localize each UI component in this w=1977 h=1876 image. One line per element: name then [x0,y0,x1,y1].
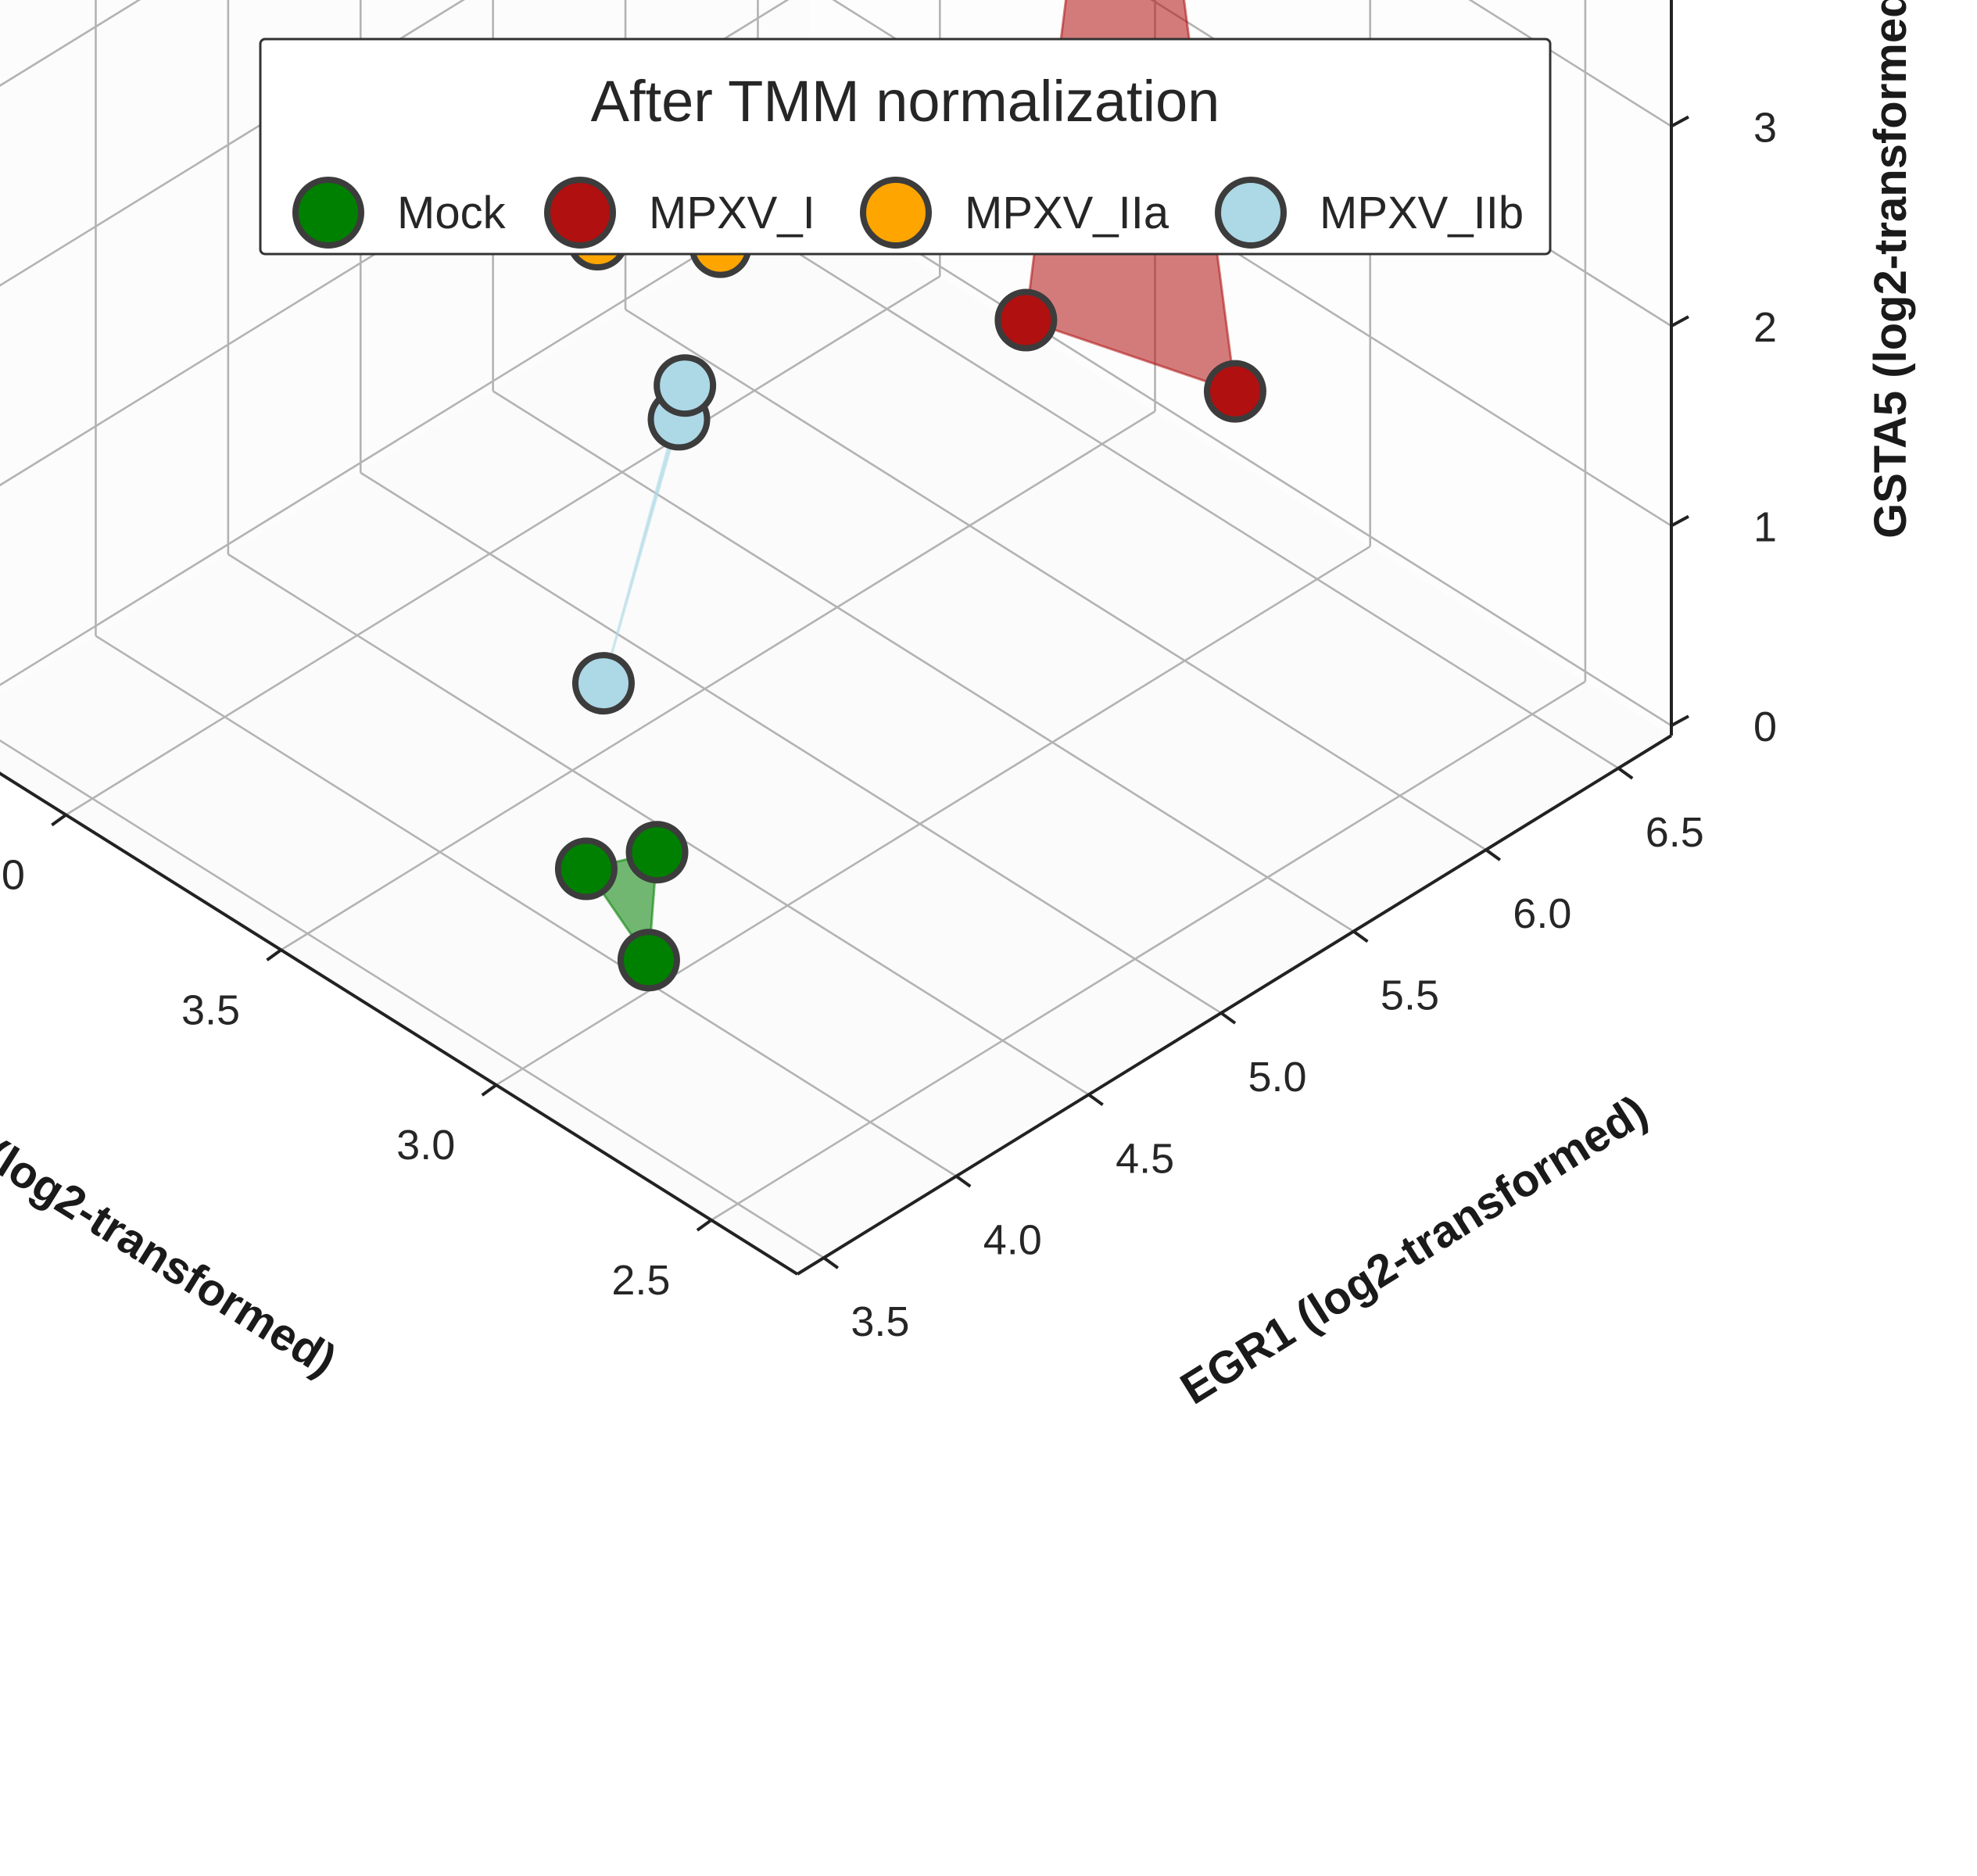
z-tick-label: 3 [1753,105,1777,152]
y-axis-title: EGR1 (log2-transformed) [1172,1086,1656,1415]
Mock-point [625,821,689,884]
y-grid-floor-line [360,471,1222,1015]
y-axis-line [796,734,1673,1276]
legend-title: After TMM normalization [591,69,1220,134]
z-tick [1671,514,1689,528]
MPXV_IIb-point [571,652,635,715]
y-grid-floor-line [95,635,957,1177]
MPXV_IIb-point [654,354,717,417]
y-tick-label: 5.0 [1248,1054,1307,1101]
Mock-point [617,929,680,992]
z-grid-left-wall-line [0,184,811,686]
z-tick [1671,714,1689,727]
x-tick-label: 3.5 [181,986,240,1033]
x-axis-line [0,772,799,1276]
x-tick-label: 2.5 [611,1257,670,1304]
x-grid-floor-line [280,410,1156,951]
y-grid-floor-line [0,739,825,1259]
Mock-legend-label: Mock [397,188,507,238]
z-grid-right-wall-line [810,184,1672,727]
MPXV_IIa-legend-marker [860,177,932,249]
MPXV_IIb-legend-marker [1215,177,1287,249]
y-tick [1617,767,1634,780]
y-tick-label: 6.0 [1513,890,1571,937]
legend: After TMM normalization Mock MPXV_I MPXV_II… [259,38,1552,256]
y-tick-label: 3.5 [851,1298,909,1345]
y-tick-label: 4.0 [983,1217,1042,1264]
y-grid-floor-line [625,308,1487,851]
MPXV_I-legend-label: MPXV_I [649,188,815,238]
x-tick-label: 4.0 [0,851,25,898]
x-tick [481,1083,497,1097]
z-grid-right-wall-line [1468,0,1672,127]
y-tick-label: 4.5 [1116,1135,1174,1182]
MPXV_IIa-legend-label: MPXV_IIa [965,188,1169,238]
Mock-legend-marker [292,177,364,249]
MPXV_I-point [1203,360,1266,423]
y-grid-floor-line [492,390,1355,933]
MPXV_I-legend-marker [544,177,616,249]
y-grid-floor-line [757,227,1619,769]
floor-pane [0,195,1671,1274]
MPXV_I-point [994,288,1058,352]
y-tick [1485,848,1502,861]
x-tick-label: 3.0 [396,1122,455,1169]
x-axis-title: TFF1 (log2-transformed) [0,1065,345,1386]
Mock-point [554,837,618,900]
MPXV_IIb-legend-label: MPXV_IIb [1320,188,1524,238]
z-tick-label: 0 [1753,704,1777,750]
y-tick [955,1175,972,1188]
z-tick [1671,115,1689,128]
y-tick [1087,1093,1104,1106]
x-tick [51,813,67,827]
y-tick [1352,929,1369,943]
z-axis-title: GSTA5 (log2-transformed) [1865,0,1916,539]
z-tick-label: 1 [1753,504,1777,551]
y-tick [1220,1011,1237,1025]
z-grid-left-wall-line [0,0,141,88]
y-tick-label: 6.5 [1646,809,1704,856]
z-tick [1671,315,1689,328]
x-grid-floor-line [711,680,1586,1221]
x-tick [266,948,282,961]
x-grid-floor-line [496,545,1371,1087]
y-tick [822,1256,840,1269]
x-tick [696,1219,713,1232]
z-tick-label: 2 [1753,304,1777,351]
axes: 2.53.03.54.03.54.04.55.05.56.06.501234 [0,0,1777,1345]
x-grid-floor-line [65,275,941,816]
y-tick-label: 5.5 [1381,972,1439,1019]
